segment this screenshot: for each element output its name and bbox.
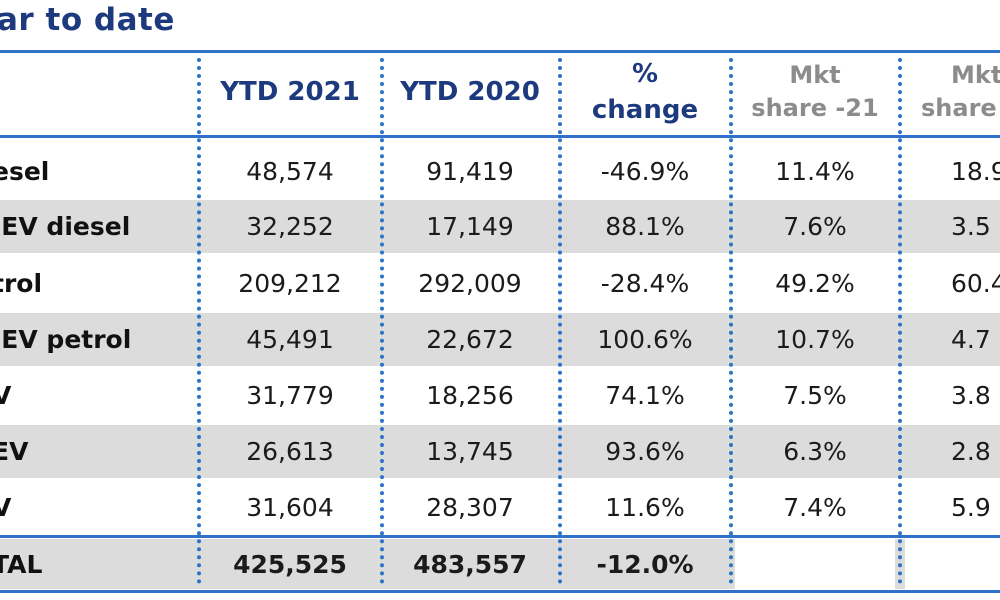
header-mkt20-line2: share - [921, 94, 1000, 122]
table-row: V 31,604 28,307 11.6% 7.4% 5.9 [0, 480, 1000, 534]
header-pct-line1: % [631, 59, 659, 89]
cell-mkt-share-21: 7.6% [783, 212, 847, 241]
header-mkt-share-21: Mkt share -21 [735, 52, 895, 132]
cell-mkt-share-21: 7.5% [783, 381, 847, 410]
header-pct-line2: change [591, 95, 699, 125]
cell-mkt-share-21: 7.4% [783, 492, 847, 522]
page-title: ar to date [0, 2, 175, 38]
total-ytd-2021: 425,525 [233, 549, 347, 579]
cell-mkt-share-20: 3.8 [951, 381, 991, 410]
header-pct-change: % change [565, 52, 725, 132]
table-top-rule [0, 50, 1000, 53]
column-divider [729, 58, 733, 584]
header-ytd-2020: YTD 2020 [385, 52, 555, 132]
cell-ytd-2021: 45,491 [246, 325, 334, 354]
column-divider [558, 58, 562, 584]
table-row: EV 26,613 13,745 93.6% 6.3% 2.8 [0, 425, 1000, 478]
cell-mkt-share-21: 49.2% [775, 269, 855, 298]
header-bottom-rule [0, 135, 1000, 138]
total-mkt-share-20 [905, 539, 1000, 589]
cell-mkt-share-21: 11.4% [775, 156, 855, 186]
row-label: trol [0, 269, 43, 298]
cell-ytd-2020: 91,419 [426, 156, 514, 186]
total-row: TAL 425,525 483,557 -12.0% [0, 539, 1000, 589]
cell-ytd-2021: 26,613 [246, 437, 334, 466]
cell-mkt-share-20: 2.8 [951, 437, 991, 466]
cell-pct-change: 88.1% [605, 212, 685, 241]
cell-mkt-share-21: 10.7% [775, 325, 855, 354]
column-divider [898, 58, 902, 584]
table-bottom-rule [0, 590, 1000, 593]
total-label: TAL [0, 549, 43, 579]
table-row: V 31,779 18,256 74.1% 7.5% 3.8 [0, 368, 1000, 423]
column-divider [197, 58, 201, 584]
total-top-rule [0, 535, 1000, 538]
cell-ytd-2020: 13,745 [426, 437, 514, 466]
total-ytd-2020: 483,557 [413, 549, 527, 579]
cell-ytd-2020: 18,256 [426, 381, 514, 410]
cell-ytd-2021: 32,252 [246, 212, 334, 241]
cell-ytd-2021: 48,574 [246, 156, 334, 186]
cell-pct-change: 100.6% [597, 325, 693, 354]
row-label: V [0, 492, 12, 522]
cell-pct-change: -46.9% [600, 156, 690, 186]
cell-ytd-2021: 31,604 [246, 492, 334, 522]
table-row: esel 48,574 91,419 -46.9% 11.4% 18.9 [0, 144, 1000, 198]
row-label: V [0, 381, 12, 410]
header-ytd-2020-label: YTD 2020 [400, 77, 540, 107]
header-mkt21-line2: share -21 [751, 94, 879, 122]
cell-pct-change: 11.6% [605, 492, 685, 522]
cell-mkt-share-20: 3.5 [951, 212, 991, 241]
column-divider [380, 58, 384, 584]
cell-ytd-2021: 209,212 [238, 269, 342, 298]
cell-mkt-share-20: 60.4 [951, 269, 1000, 298]
cell-pct-change: 93.6% [605, 437, 685, 466]
cell-ytd-2020: 17,149 [426, 212, 514, 241]
cell-ytd-2021: 31,779 [246, 381, 334, 410]
total-mkt-share-21 [735, 539, 895, 589]
row-label: IEV petrol [0, 325, 132, 354]
header-mkt21-line1: Mkt [789, 61, 841, 89]
cell-ytd-2020: 28,307 [426, 492, 514, 522]
row-label: IEV diesel [0, 212, 131, 241]
total-pct-change: -12.0% [596, 549, 694, 579]
cell-mkt-share-21: 6.3% [783, 437, 847, 466]
cell-mkt-share-20: 4.7 [951, 325, 991, 354]
header-mkt20-line1: Mkt [951, 61, 1000, 89]
cell-mkt-share-20: 18.9 [951, 156, 1000, 186]
row-label: esel [0, 156, 50, 186]
header-ytd-2021-label: YTD 2021 [220, 77, 360, 107]
cell-mkt-share-20: 5.9 [951, 492, 991, 522]
header-ytd-2021: YTD 2021 [205, 52, 375, 132]
table-row: IEV petrol 45,491 22,672 100.6% 10.7% 4.… [0, 313, 1000, 366]
cell-ytd-2020: 292,009 [418, 269, 522, 298]
cell-ytd-2020: 22,672 [426, 325, 514, 354]
table-row: IEV diesel 32,252 17,149 88.1% 7.6% 3.5 [0, 200, 1000, 253]
cell-pct-change: 74.1% [605, 381, 685, 410]
row-label: EV [0, 437, 29, 466]
table-row: trol 209,212 292,009 -28.4% 49.2% 60.4 [0, 256, 1000, 311]
cell-pct-change: -28.4% [600, 269, 690, 298]
header-mkt-share-20: Mkt share - [905, 52, 1000, 132]
